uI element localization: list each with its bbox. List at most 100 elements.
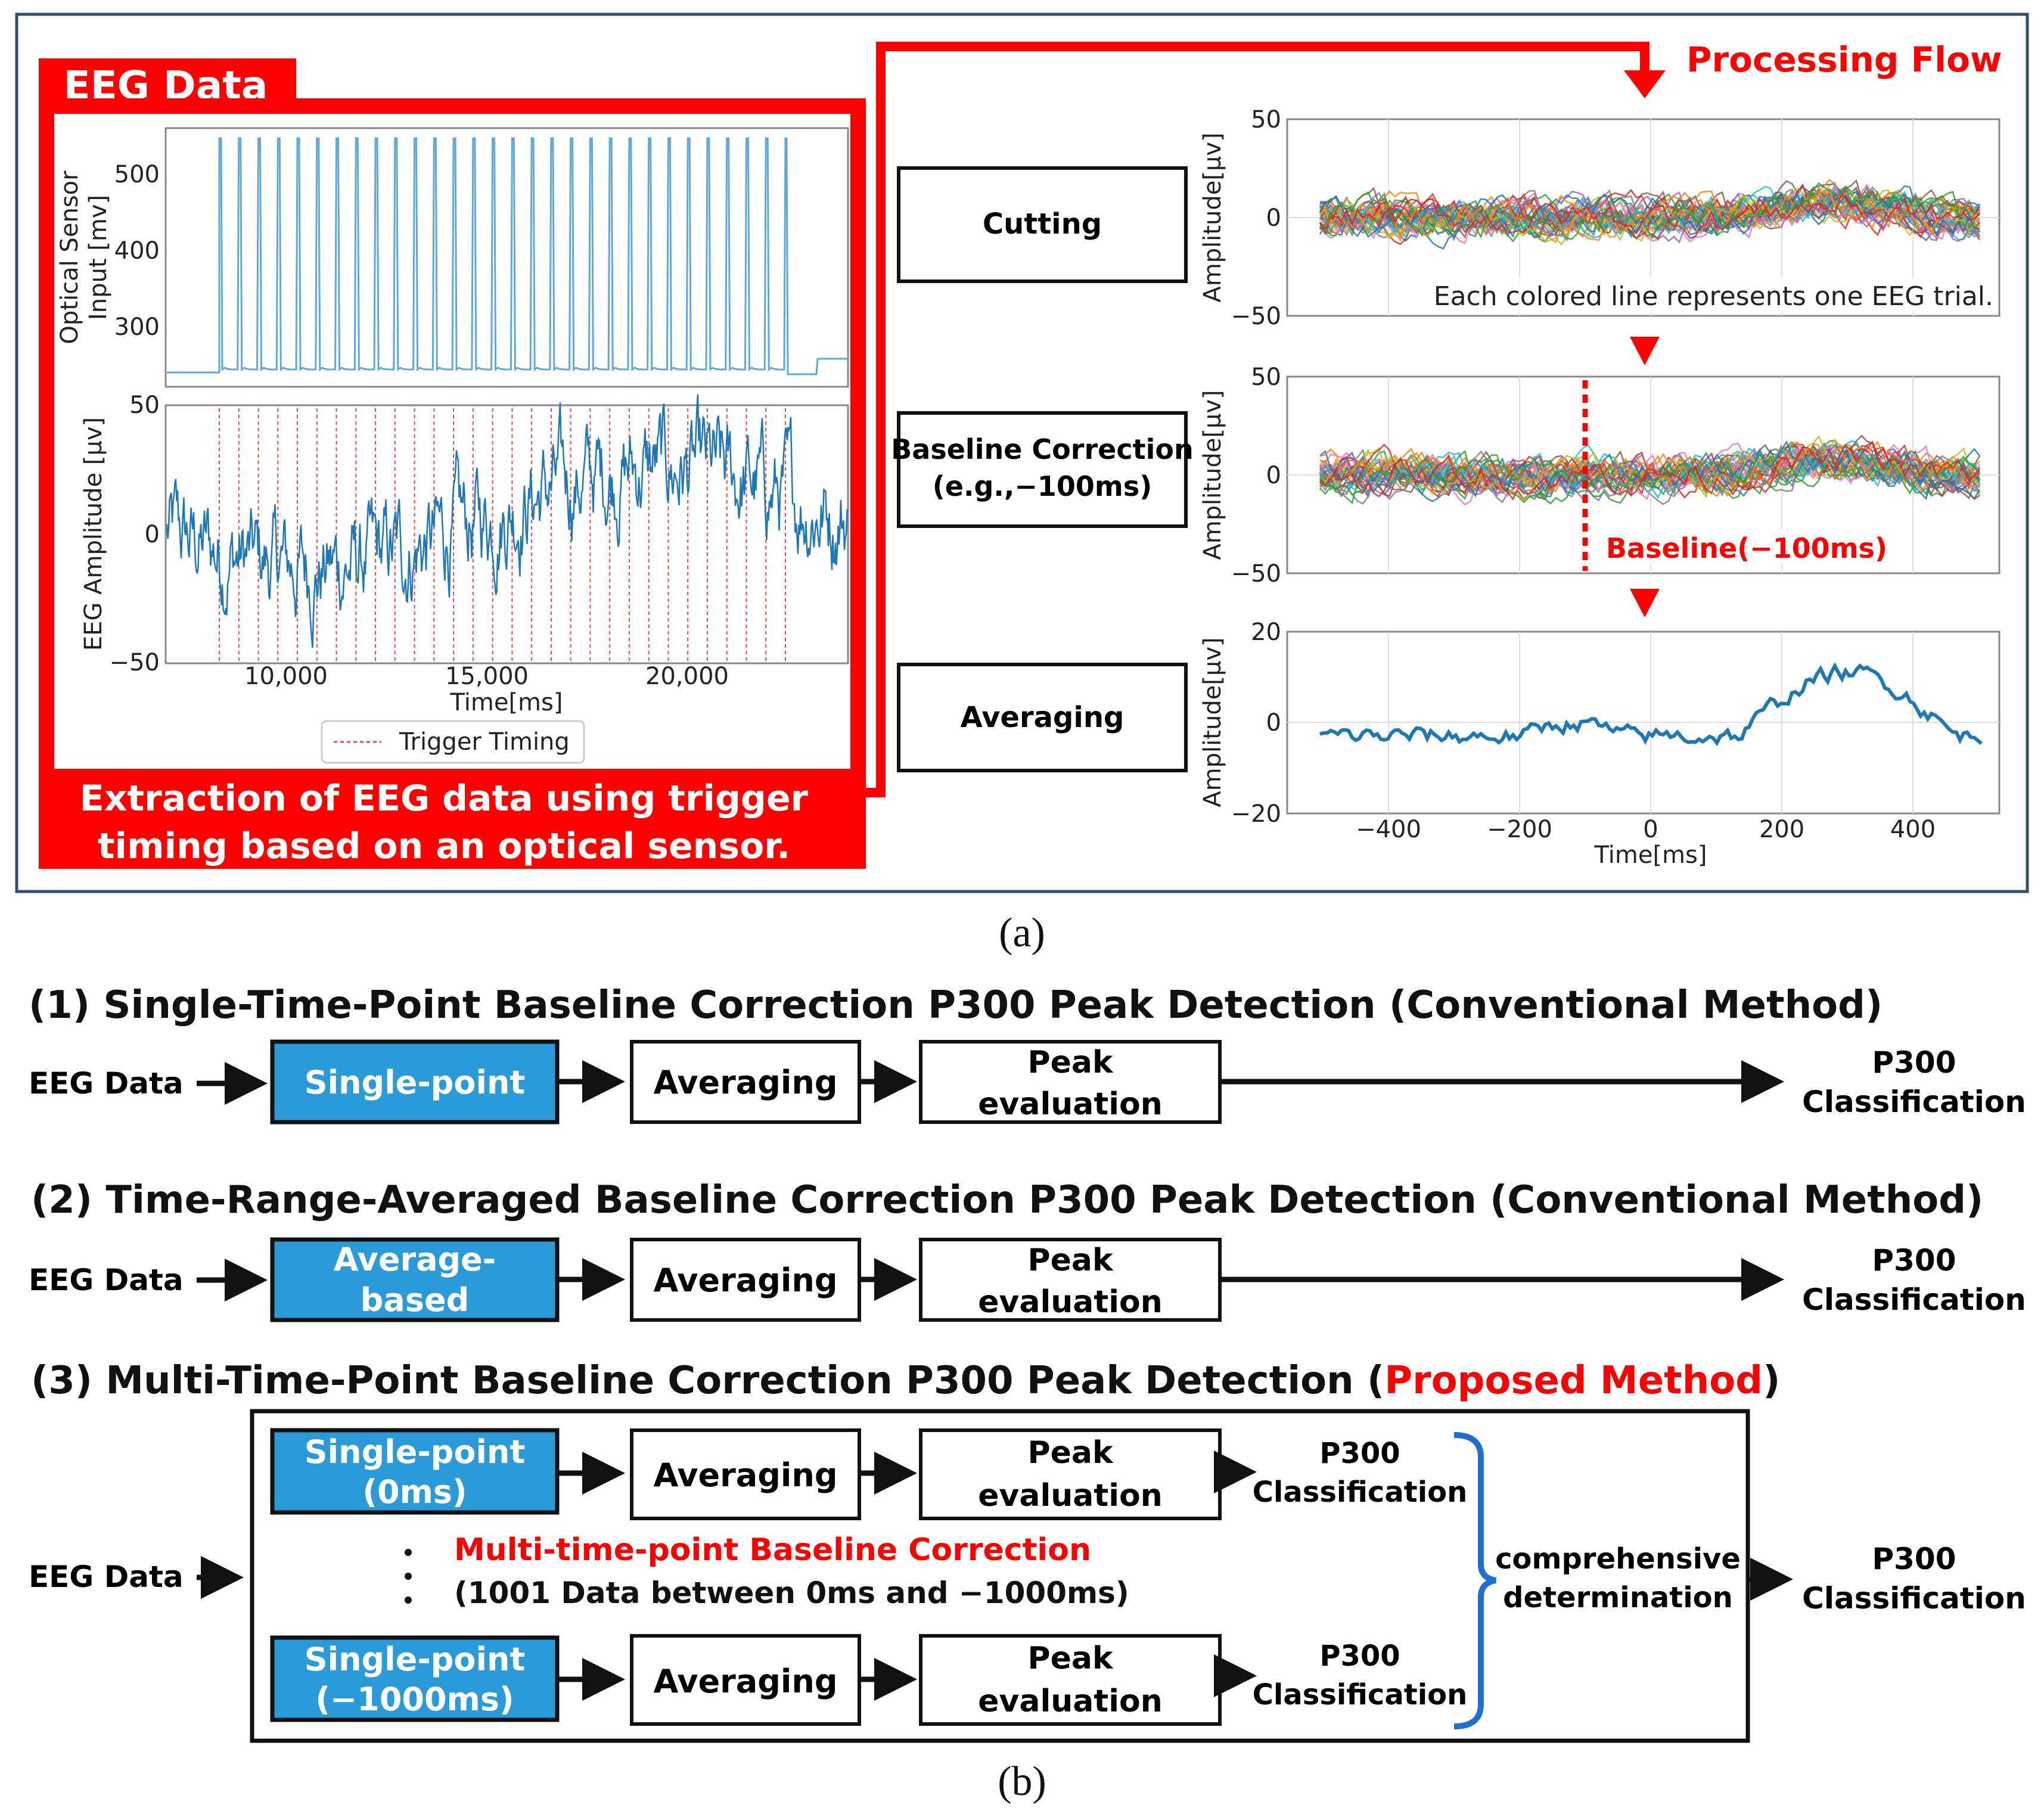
eeg-xlabel: Time[ms] bbox=[450, 689, 563, 716]
average-plot: Amplitude[μv] 20 0 −20 −400 −200 0 200 4… bbox=[1199, 619, 2000, 869]
eeg-ytick: −50 bbox=[110, 649, 160, 676]
peak-evaluation-box bbox=[919, 1428, 1222, 1520]
plot-ylabel: Amplitude[μv] bbox=[1199, 132, 1226, 302]
trial-annotation: Each colored line represents one EEG tri… bbox=[1434, 281, 1993, 312]
eeg-xtick: 15,000 bbox=[445, 663, 529, 690]
plot-ytick: 0 bbox=[1266, 462, 1281, 489]
final-output-label: Classification bbox=[1802, 1581, 2026, 1616]
trial-traces bbox=[1319, 179, 1981, 250]
output-label: Classification bbox=[1253, 1476, 1468, 1509]
panel-b-label: (b) bbox=[998, 1759, 1046, 1804]
processing-flow-connector: Processing Flow bbox=[858, 39, 2002, 797]
sensor-plot-frame bbox=[164, 127, 849, 388]
eeg-trace bbox=[166, 394, 848, 648]
peak-evaluation-label: evaluation bbox=[978, 1684, 1163, 1719]
baseline-method-label: Single-point bbox=[305, 1433, 526, 1471]
plot-xlabel: Time[ms] bbox=[1594, 841, 1707, 869]
trial-trace bbox=[1319, 183, 1980, 240]
row-input: EEG Data bbox=[29, 1263, 184, 1297]
eeg-ytick: 0 bbox=[145, 521, 160, 548]
step-label: Cutting bbox=[983, 207, 1102, 241]
sensor-ylabel-line2: Input [mv] bbox=[85, 195, 112, 320]
peak-evaluation-box bbox=[919, 1238, 1222, 1322]
eeg-xtick: 20,000 bbox=[645, 663, 729, 690]
output-label: Classification bbox=[1802, 1282, 2026, 1317]
baseline-method-label: Average- bbox=[334, 1241, 496, 1278]
averaging-box bbox=[630, 1428, 861, 1520]
row-title-highlight: Proposed Method bbox=[1384, 1359, 1763, 1403]
step-box bbox=[897, 411, 1188, 528]
row-input: EEG Data bbox=[29, 1560, 184, 1594]
averaging-label: Averaging bbox=[653, 1262, 837, 1299]
peak-evaluation-label: Peak bbox=[1027, 1045, 1113, 1080]
step-box bbox=[897, 166, 1188, 283]
trial-trace bbox=[1319, 195, 1980, 240]
plot-xtick: 400 bbox=[1890, 816, 1936, 843]
step-averaging: Averaging bbox=[897, 663, 1188, 772]
row-input: EEG Data bbox=[29, 1066, 184, 1101]
down-arrow bbox=[1630, 337, 1660, 365]
plot-xtick: −200 bbox=[1487, 816, 1552, 843]
step-cutting: Cutting bbox=[897, 166, 1188, 283]
peak-evaluation-box bbox=[919, 1040, 1222, 1124]
step-baseline-correction: Baseline Correction (e.g.,−100ms) bbox=[891, 411, 1194, 528]
annotation-bg bbox=[1433, 277, 1996, 313]
plot-ylabel: Amplitude[μv] bbox=[1199, 637, 1226, 807]
sensor-plot: Optical Sensor Input [mv] 500 400 300 bbox=[56, 127, 849, 388]
averaging-box bbox=[630, 1634, 861, 1726]
step-label: (e.g.,−100ms) bbox=[933, 470, 1152, 502]
averaging-label: Averaging bbox=[653, 1663, 837, 1700]
plot-ytick: −50 bbox=[1231, 560, 1281, 588]
sensor-ylabel-line1: Optical Sensor bbox=[56, 170, 83, 344]
ellipsis-dot bbox=[405, 1597, 412, 1604]
eeg-data-box: EEG Data Extraction of EEG data using tr… bbox=[39, 58, 866, 869]
baseline-plot: Amplitude[μv] 50 0 −50 Baseline(−100ms) bbox=[1199, 364, 2000, 588]
plot-xtick: −400 bbox=[1356, 816, 1421, 843]
processing-flow-label: Processing Flow bbox=[1686, 39, 2002, 80]
row-title: (3) Multi-Time-Point Baseline Correction… bbox=[31, 1359, 1780, 1403]
combine-label: comprehensive bbox=[1495, 1542, 1741, 1576]
ellipsis-dot bbox=[405, 1573, 412, 1580]
combine-label: determination bbox=[1503, 1581, 1733, 1614]
baseline-method-box bbox=[270, 1428, 560, 1515]
multi-point-note: (1001 Data between 0ms and −1000ms) bbox=[454, 1576, 1129, 1610]
output-label: Classification bbox=[1802, 1085, 2026, 1119]
panel-a-label: (a) bbox=[999, 910, 1045, 956]
trigger-legend-label: Trigger Timing bbox=[399, 728, 570, 756]
eeg-box-caption-line1: Extraction of EEG data using trigger bbox=[80, 778, 809, 819]
sensor-ytick: 300 bbox=[114, 313, 160, 341]
panel-a-frame bbox=[15, 13, 2029, 893]
output-label: P300 bbox=[1872, 1045, 1956, 1080]
step-box bbox=[897, 663, 1188, 772]
trial-trace bbox=[1319, 440, 1980, 498]
output-label: P300 bbox=[1872, 1243, 1956, 1278]
trial-trace bbox=[1319, 445, 1981, 499]
baseline-method-label: (0ms) bbox=[362, 1473, 467, 1511]
method-row-2: (2) Time-Range-Averaged Baseline Correct… bbox=[29, 1178, 2026, 1322]
baseline-method-label: (−1000ms) bbox=[315, 1681, 514, 1718]
baseline-method-label: Single-point bbox=[305, 1641, 526, 1678]
down-arrow bbox=[1630, 589, 1660, 617]
peak-evaluation-label: Peak bbox=[1027, 1435, 1113, 1471]
gridlines bbox=[1287, 632, 1999, 813]
plot-ylabel: Amplitude[μv] bbox=[1199, 390, 1226, 560]
sensor-ytick: 400 bbox=[114, 237, 160, 265]
trial-trace bbox=[1319, 190, 1980, 246]
sensor-ytick: 500 bbox=[114, 161, 160, 188]
sensor-trace bbox=[167, 137, 847, 375]
trial-trace bbox=[1319, 451, 1980, 496]
trigger-legend-box bbox=[321, 720, 585, 764]
multi-point-note-red: Multi-time-point Baseline Correction bbox=[454, 1532, 1091, 1568]
plot-xtick: 0 bbox=[1643, 816, 1658, 843]
ellipsis-dot bbox=[405, 1549, 412, 1556]
averaging-label: Averaging bbox=[653, 1064, 837, 1101]
trial-traces bbox=[1319, 434, 1981, 506]
output-label: P300 bbox=[1319, 1639, 1400, 1673]
averaging-label: Averaging bbox=[653, 1456, 837, 1494]
peak-evaluation-label: evaluation bbox=[978, 1086, 1163, 1122]
plot-ytick: 20 bbox=[1251, 619, 1281, 646]
annotation-bg bbox=[1597, 529, 1883, 565]
plot-ytick: 0 bbox=[1266, 709, 1281, 737]
row-title-suffix: ) bbox=[1763, 1359, 1780, 1403]
row-title-prefix: (3) Multi-Time-Point Baseline Correction… bbox=[31, 1359, 1384, 1403]
